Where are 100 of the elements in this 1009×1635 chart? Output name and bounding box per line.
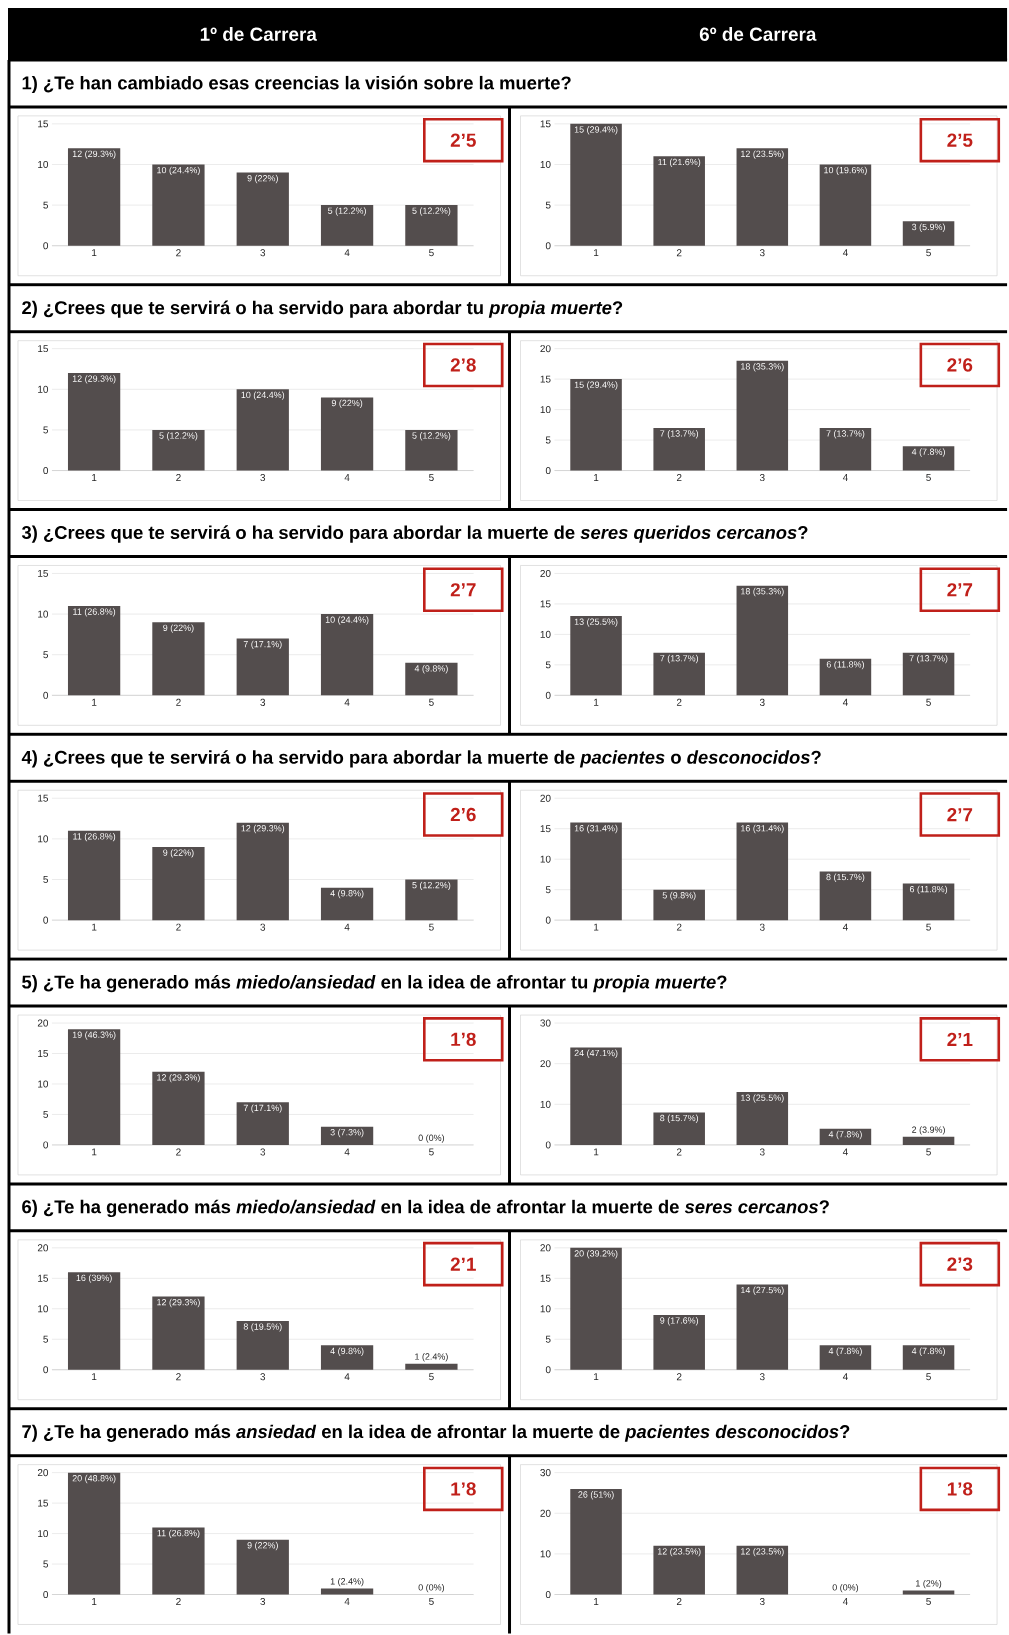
- y-tick-label: 0: [43, 691, 49, 699]
- chart-title: 1) ¿Te han cambiado esas creencias la visión sobre la muerte?: [22, 75, 571, 94]
- x-tick-label: 4: [344, 1373, 350, 1381]
- bar: [321, 1345, 374, 1370]
- x-tick-label: 5: [429, 698, 434, 706]
- y-tick-label: 10: [540, 1550, 551, 1558]
- bar: [236, 172, 290, 246]
- annotation: 1’8: [451, 1032, 477, 1047]
- x-tick-label: 4: [344, 1148, 350, 1156]
- bar: [321, 1588, 374, 1595]
- bar: [321, 1126, 374, 1145]
- data-label: 5 (9.8%): [662, 891, 696, 901]
- annotation: 2’7: [947, 807, 973, 822]
- y-tick-label: 30: [540, 1469, 551, 1477]
- y-tick-label: 10: [540, 1305, 551, 1313]
- y-tick-label: 20: [38, 1019, 49, 1027]
- y-tick-label: 15: [38, 1050, 49, 1057]
- data-label: 11 (26.8%): [73, 832, 116, 842]
- y-tick-label: 0: [546, 1591, 551, 1599]
- y-tick-label: 10: [540, 855, 551, 863]
- bar: [653, 427, 706, 471]
- x-tick-label: 3: [760, 1598, 765, 1606]
- data-label: 19 (46.3%): [73, 1031, 116, 1040]
- x-tick-label: 4: [843, 1598, 849, 1605]
- bar: [152, 847, 205, 921]
- x-tick-label: 5: [429, 1373, 434, 1381]
- data-label: 12 (29.3%): [73, 150, 116, 159]
- y-tick-label: 15: [540, 1274, 551, 1282]
- x-tick-label: 1: [594, 698, 599, 706]
- bar: [321, 205, 374, 246]
- x-tick-label: 3: [260, 1598, 266, 1606]
- bar: [152, 622, 205, 696]
- bar: [736, 1284, 789, 1370]
- annotation: 2’6: [947, 358, 973, 372]
- x-tick-label: 2: [677, 474, 682, 482]
- data-label: 9 (22%): [247, 1541, 279, 1551]
- bar: [152, 164, 205, 246]
- y-tick-label: 20: [540, 345, 551, 353]
- y-tick-label: 0: [546, 1366, 551, 1374]
- y-tick-label: 0: [546, 242, 551, 250]
- y-tick-label: 5: [43, 1335, 49, 1343]
- bar: [653, 1314, 706, 1370]
- chart-title: 3) ¿Crees que te servirá o ha servido para abordar la muerte de seres queridos cercanos?: [22, 525, 808, 543]
- data-label: 14 (27.5%): [741, 1286, 784, 1295]
- x-tick-label: 2: [677, 1148, 682, 1156]
- bar: [570, 822, 623, 921]
- y-tick-label: 10: [540, 160, 551, 169]
- data-label: 10 (24.4%): [157, 166, 200, 176]
- data-label: 1 (2.4%): [331, 1577, 364, 1587]
- chart-title: 2) ¿Crees que te servirá o ha servido para abordar tu propia muerte?: [22, 300, 623, 318]
- data-label: 7 (13.7%): [909, 654, 948, 664]
- data-label: 7 (17.1%): [244, 640, 282, 649]
- data-label: 16 (31.4%): [575, 824, 618, 834]
- bar: [68, 830, 121, 921]
- bar: [68, 1029, 121, 1145]
- bar: [68, 1472, 121, 1595]
- data-label: 5 (12.2%): [412, 432, 451, 441]
- bar: [236, 822, 290, 921]
- data-label: 12 (23.5%): [741, 1547, 784, 1557]
- data-label: 12 (23.5%): [658, 1547, 701, 1557]
- x-tick-label: 3: [260, 1148, 266, 1156]
- data-label: 15 (29.4%): [575, 381, 618, 390]
- x-tick-label: 5: [926, 474, 932, 481]
- x-tick-label: 5: [926, 923, 932, 931]
- bar: [819, 427, 872, 471]
- chart-title: 6) ¿Te ha generado más miedo/ansiedad en la idea de afrontar la muerte de seres cercanos?: [22, 1199, 830, 1218]
- x-tick-label: 4: [843, 474, 849, 481]
- bar: [68, 148, 121, 246]
- data-label: 7 (13.7%): [660, 430, 699, 439]
- bar: [405, 662, 458, 696]
- x-tick-label: 5: [926, 1598, 932, 1605]
- bar: [570, 379, 623, 471]
- data-label: 11 (26.8%): [73, 608, 116, 617]
- bar: [152, 1071, 205, 1145]
- x-tick-label: 5: [926, 1373, 932, 1381]
- data-label: 4 (9.8%): [330, 889, 364, 899]
- y-tick-label: 10: [540, 1100, 551, 1108]
- y-tick-label: 5: [43, 1110, 49, 1118]
- y-tick-label: 5: [43, 876, 49, 883]
- data-label: 4 (7.8%): [828, 1347, 863, 1356]
- data-label: 12 (29.3%): [157, 1073, 200, 1083]
- data-label: 15 (29.4%): [575, 126, 618, 135]
- y-tick-label: 0: [43, 1591, 49, 1599]
- x-tick-label: 1: [92, 698, 97, 706]
- y-tick-label: 15: [38, 120, 49, 128]
- x-tick-label: 2: [176, 698, 181, 706]
- y-tick-label: 15: [540, 825, 551, 833]
- x-tick-label: 1: [92, 1148, 97, 1156]
- data-label: 10 (24.4%): [326, 616, 369, 625]
- y-tick-label: 5: [546, 1335, 551, 1343]
- x-tick-label: 1: [594, 474, 599, 481]
- y-tick-label: 20: [540, 1509, 551, 1517]
- data-label: 8 (19.5%): [243, 1323, 282, 1332]
- data-label: 4 (7.8%): [912, 448, 946, 457]
- data-label: 12 (29.3%): [157, 1298, 200, 1308]
- x-tick-label: 4: [344, 474, 350, 481]
- x-tick-label: 4: [843, 698, 849, 706]
- bar: [236, 1539, 290, 1595]
- data-label: 8 (15.7%): [826, 873, 865, 882]
- x-tick-label: 3: [260, 474, 266, 482]
